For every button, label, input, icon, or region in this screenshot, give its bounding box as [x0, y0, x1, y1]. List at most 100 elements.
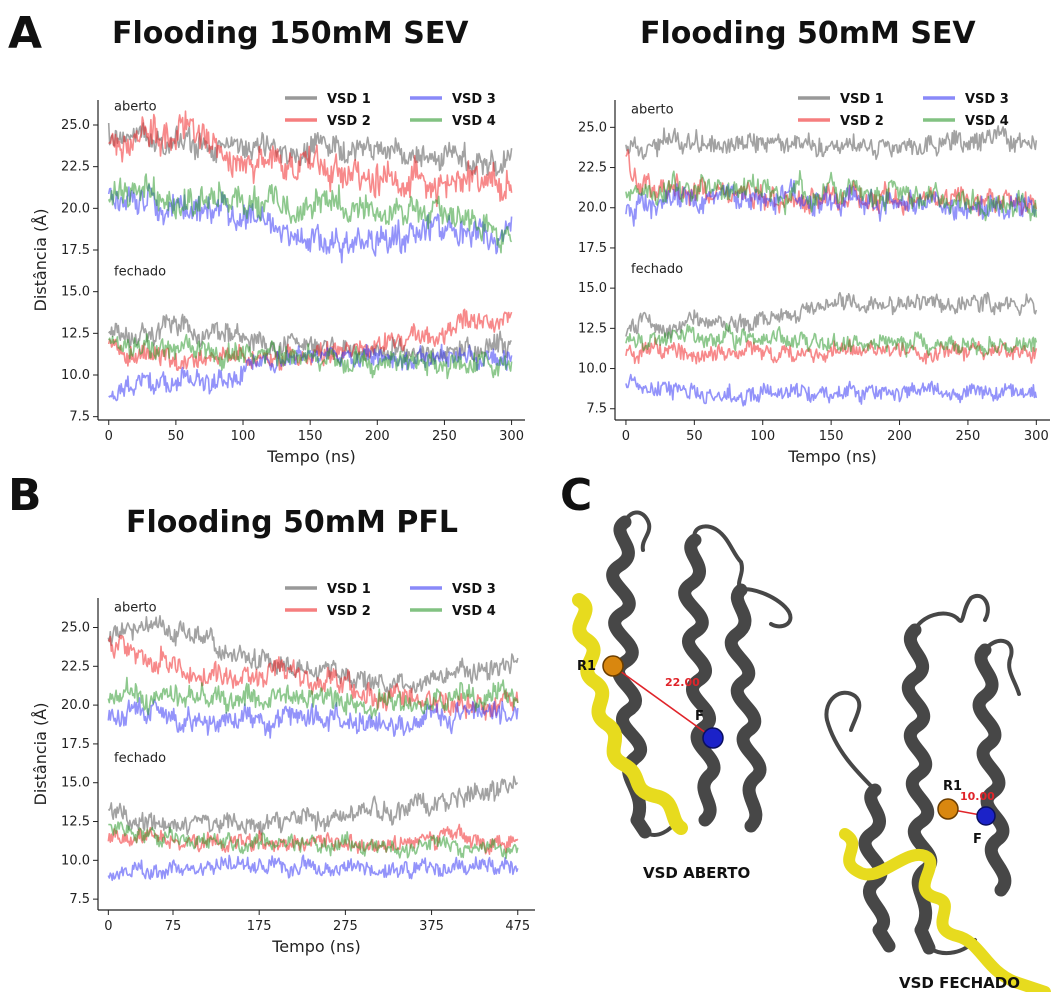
series-trace	[108, 821, 519, 860]
legend-label: VSD 3	[452, 92, 496, 107]
legend-label: VSD 4	[965, 114, 1009, 129]
y-tick-label: 20.0	[61, 698, 90, 713]
chart-title-sev150: Flooding 150mM SEV	[112, 16, 469, 51]
chart-sev50: 7.5 10.0 12.5 15.0 17.5 20.0 22.5 25.0 0 50 100 150…	[578, 92, 1050, 466]
x-tick-label: 50	[168, 429, 185, 444]
panel-letter-b: B	[8, 470, 42, 521]
y-axis-label: Distância (Å)	[31, 209, 50, 312]
legend: VSD 1 VSD 2 VSD 3 VSD 4	[285, 582, 496, 619]
series-trace	[625, 178, 1037, 227]
series-trace	[625, 373, 1038, 407]
series-trace	[108, 313, 512, 365]
series-trace	[625, 149, 1038, 217]
series-trace	[107, 333, 513, 380]
x-axis-label: Tempo (ns)	[787, 447, 876, 466]
y-tick-label: 25.0	[61, 118, 90, 133]
open-caption: VSD ABERTO	[643, 864, 750, 882]
region-label: aberto	[114, 100, 157, 115]
legend-label: VSD 1	[840, 92, 884, 107]
closed-f-label: F	[973, 832, 982, 847]
y-axis-label: Distância (Å)	[31, 703, 50, 806]
series-trace	[625, 337, 1038, 365]
y-tick-label: 12.5	[578, 321, 607, 336]
y-tick-label: 17.5	[61, 737, 90, 752]
y-tick-label: 25.0	[578, 120, 607, 135]
x-tick-label: 0	[622, 429, 630, 444]
y-tick-label: 7.5	[69, 892, 90, 907]
open-f-label: F	[695, 709, 704, 724]
panel-letter-c: C	[560, 470, 593, 521]
y-tick-label: 20.0	[61, 201, 90, 216]
series-trace	[625, 322, 1038, 358]
legend-label: VSD 3	[965, 92, 1009, 107]
closed-distance-label: 10.00	[960, 790, 995, 803]
x-tick-label: 375	[419, 919, 444, 934]
series-trace	[107, 697, 519, 739]
legend-label: VSD 2	[327, 604, 371, 619]
legend-label: VSD 4	[452, 604, 496, 619]
series-trace	[107, 854, 519, 882]
plot-area	[107, 110, 513, 402]
y-tick-label: 15.0	[61, 285, 90, 300]
series-trace	[625, 170, 1038, 222]
legend-label: VSD 3	[452, 582, 496, 597]
legend: VSD 1 VSD 2 VSD 3 VSD 4	[798, 92, 1009, 129]
y-tick-label: 17.5	[61, 243, 90, 258]
y-tick-label: 25.0	[61, 620, 90, 635]
x-tick-label: 0	[104, 919, 112, 934]
y-tick-label: 20.0	[578, 201, 607, 216]
x-tick-label: 300	[1024, 429, 1049, 444]
vsd-open-structure: R1 F 22.00 VSD ABERTO	[572, 510, 793, 882]
series-trace	[107, 183, 513, 264]
chart-title-sev50: Flooding 50mM SEV	[640, 16, 976, 51]
x-tick-label: 300	[499, 429, 524, 444]
series-trace	[625, 291, 1038, 340]
region-label: fechado	[114, 265, 166, 280]
panel-letter-a: A	[8, 8, 43, 59]
legend-label: VSD 2	[327, 114, 371, 129]
series-trace	[107, 615, 519, 699]
chart-sev150: 7.5 10.0 12.5 15.0 17.5 20.0 22.5 25.0 0 50 100 150…	[31, 92, 525, 466]
x-axis-label: Tempo (ns)	[266, 447, 355, 466]
y-tick-label: 15.0	[578, 281, 607, 296]
series-trace	[107, 676, 519, 719]
x-tick-label: 250	[956, 429, 981, 444]
x-tick-label: 100	[750, 429, 775, 444]
x-tick-label: 100	[231, 429, 256, 444]
open-r1-label: R1	[577, 659, 596, 674]
x-tick-label: 275	[333, 919, 358, 934]
series-trace	[625, 125, 1038, 161]
y-tick-label: 7.5	[69, 410, 90, 425]
vsd-closed-structure: R1 F 10.00 VSD FECHADO	[824, 594, 1051, 992]
y-tick-label: 22.5	[578, 161, 607, 176]
legend-label: VSD 2	[840, 114, 884, 129]
legend: VSD 1 VSD 2 VSD 3 VSD 4	[285, 92, 496, 129]
series-trace	[108, 110, 513, 208]
y-tick-label: 22.5	[61, 160, 90, 175]
x-tick-label: 200	[887, 429, 912, 444]
x-tick-label: 50	[686, 429, 703, 444]
closed-caption: VSD FECHADO	[899, 974, 1020, 992]
region-label: fechado	[114, 751, 166, 766]
y-tick-label: 17.5	[578, 241, 607, 256]
series-trace	[107, 634, 519, 721]
chart-pfl50: 7.5 10.0 12.5 15.0 17.5 20.0 22.5 25.0 0 75 175 275…	[31, 582, 535, 956]
y-tick-label: 12.5	[61, 326, 90, 341]
plot-area	[625, 125, 1038, 407]
region-label: fechado	[631, 262, 683, 277]
series-trace	[107, 775, 518, 836]
y-tick-label: 10.0	[61, 853, 90, 868]
closed-r1-label: R1	[943, 779, 962, 794]
open-distance-label: 22.00	[665, 676, 700, 689]
y-tick-label: 15.0	[61, 776, 90, 791]
legend-label: VSD 4	[452, 114, 496, 129]
chart-title-pfl50: Flooding 50mM PFL	[126, 505, 458, 540]
region-label: aberto	[114, 600, 157, 615]
x-tick-label: 150	[819, 429, 844, 444]
x-tick-label: 250	[432, 429, 457, 444]
x-tick-label: 175	[247, 919, 272, 934]
legend-label: VSD 1	[327, 92, 371, 107]
region-label: aberto	[631, 103, 674, 118]
series-trace	[108, 343, 513, 402]
y-tick-label: 10.0	[578, 362, 607, 377]
